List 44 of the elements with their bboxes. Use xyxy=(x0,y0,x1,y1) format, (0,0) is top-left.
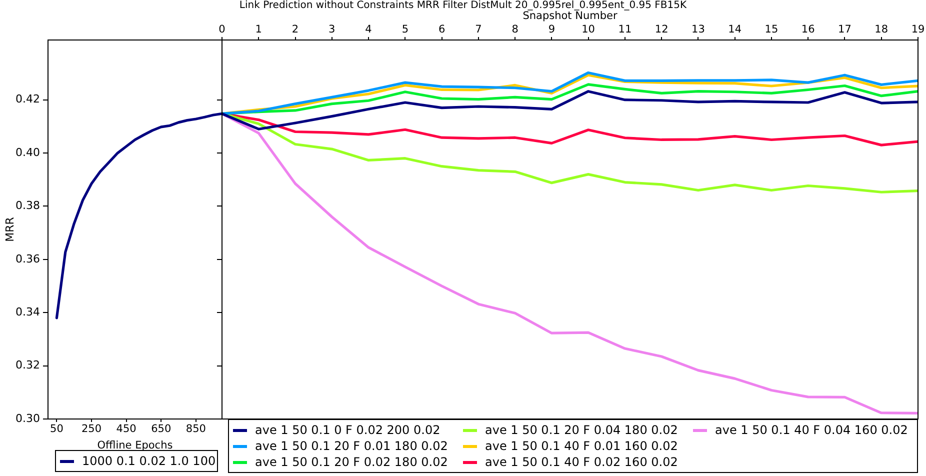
x-tick-label: 15 xyxy=(764,23,778,36)
y-axis-title: MRR xyxy=(3,216,16,242)
x-tick-label: 3 xyxy=(328,23,336,36)
y-tick-label: 0.36 xyxy=(16,252,40,266)
y-tick-label: 0.42 xyxy=(16,92,40,106)
y-tick-label: 0.30 xyxy=(16,412,40,425)
x-tick-label: 9 xyxy=(548,23,556,36)
x-tick-label: 2 xyxy=(292,23,299,36)
x-tick-label: 250 xyxy=(81,423,102,436)
legend-label: 1000 0.1 0.02 1.0 100 xyxy=(82,453,216,469)
x-tick-label: 13 xyxy=(692,23,705,36)
legend-label: ave 1 50 0.1 40 F 0.04 160 0.02 xyxy=(715,422,908,438)
x-tick-label: 5 xyxy=(402,23,408,36)
x-tick-label: 8 xyxy=(512,23,518,36)
x-tick-label: 650 xyxy=(151,423,172,436)
x-tick-label: 16 xyxy=(801,23,816,36)
y-tick-label: 0.34 xyxy=(16,305,40,318)
x-axis-title: Snapshot Number xyxy=(522,10,618,22)
x-tick-label: 17 xyxy=(838,23,852,36)
legend-label: ave 1 50 0.1 20 F 0.02 180 0.02 xyxy=(255,454,448,470)
x-tick-label: 14 xyxy=(728,23,742,36)
legend-label: ave 1 50 0.1 20 F 0.04 180 0.02 xyxy=(485,422,678,438)
y-tick-label: 0.40 xyxy=(16,146,40,159)
x-tick-label: 1 xyxy=(255,23,262,36)
x-tick-label: 19 xyxy=(911,23,925,36)
x-tick-label: 18 xyxy=(874,23,888,36)
x-tick-label: 11 xyxy=(618,23,632,36)
y-tick-label: 0.32 xyxy=(16,358,40,372)
x-tick-label: 50 xyxy=(50,423,64,436)
x-tick-label: 450 xyxy=(116,423,136,436)
y-tick-label: 0.38 xyxy=(16,199,40,212)
x-tick-label: 10 xyxy=(582,23,596,36)
x-tick-label: 4 xyxy=(365,23,372,36)
legend-label: ave 1 50 0.1 0 F 0.02 200 0.02 xyxy=(255,422,440,438)
x-tick-label: 6 xyxy=(438,23,446,36)
legend-label: ave 1 50 0.1 20 F 0.01 180 0.02 xyxy=(255,438,448,454)
legend-label: ave 1 50 0.1 40 F 0.02 160 0.02 xyxy=(485,454,678,470)
x-tick-label: 12 xyxy=(654,23,668,36)
x-tick-label: 0 xyxy=(218,23,226,36)
x-tick-label: 850 xyxy=(186,423,206,436)
chart-title: Link Prediction without Constraints MRR Filter DistMult 20_0.995rel_0.995ent_0.95 FB15K xyxy=(238,0,688,11)
legend-label: ave 1 50 0.1 40 F 0.01 160 0.02 xyxy=(485,438,678,454)
x-axis-title: Offline Epochs xyxy=(97,439,173,452)
x-tick-label: 7 xyxy=(475,23,482,36)
